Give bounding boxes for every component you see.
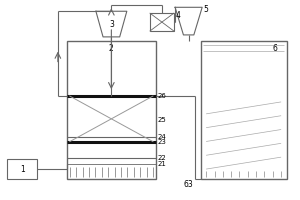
Text: 4: 4 <box>175 11 180 20</box>
Text: 1: 1 <box>20 165 25 174</box>
Text: 23: 23 <box>158 139 166 145</box>
Bar <box>200 41 287 179</box>
Text: 22: 22 <box>158 155 166 161</box>
Text: 25: 25 <box>158 117 166 123</box>
Text: 3: 3 <box>109 20 114 29</box>
Text: 2: 2 <box>109 44 114 53</box>
Text: 21: 21 <box>158 161 166 167</box>
Text: 6: 6 <box>272 44 277 53</box>
Bar <box>150 13 174 31</box>
Text: 63: 63 <box>184 180 194 189</box>
Bar <box>7 159 37 179</box>
Bar <box>67 41 156 179</box>
Text: 5: 5 <box>204 5 208 14</box>
Text: 26: 26 <box>158 93 166 99</box>
Text: 24: 24 <box>158 134 166 140</box>
